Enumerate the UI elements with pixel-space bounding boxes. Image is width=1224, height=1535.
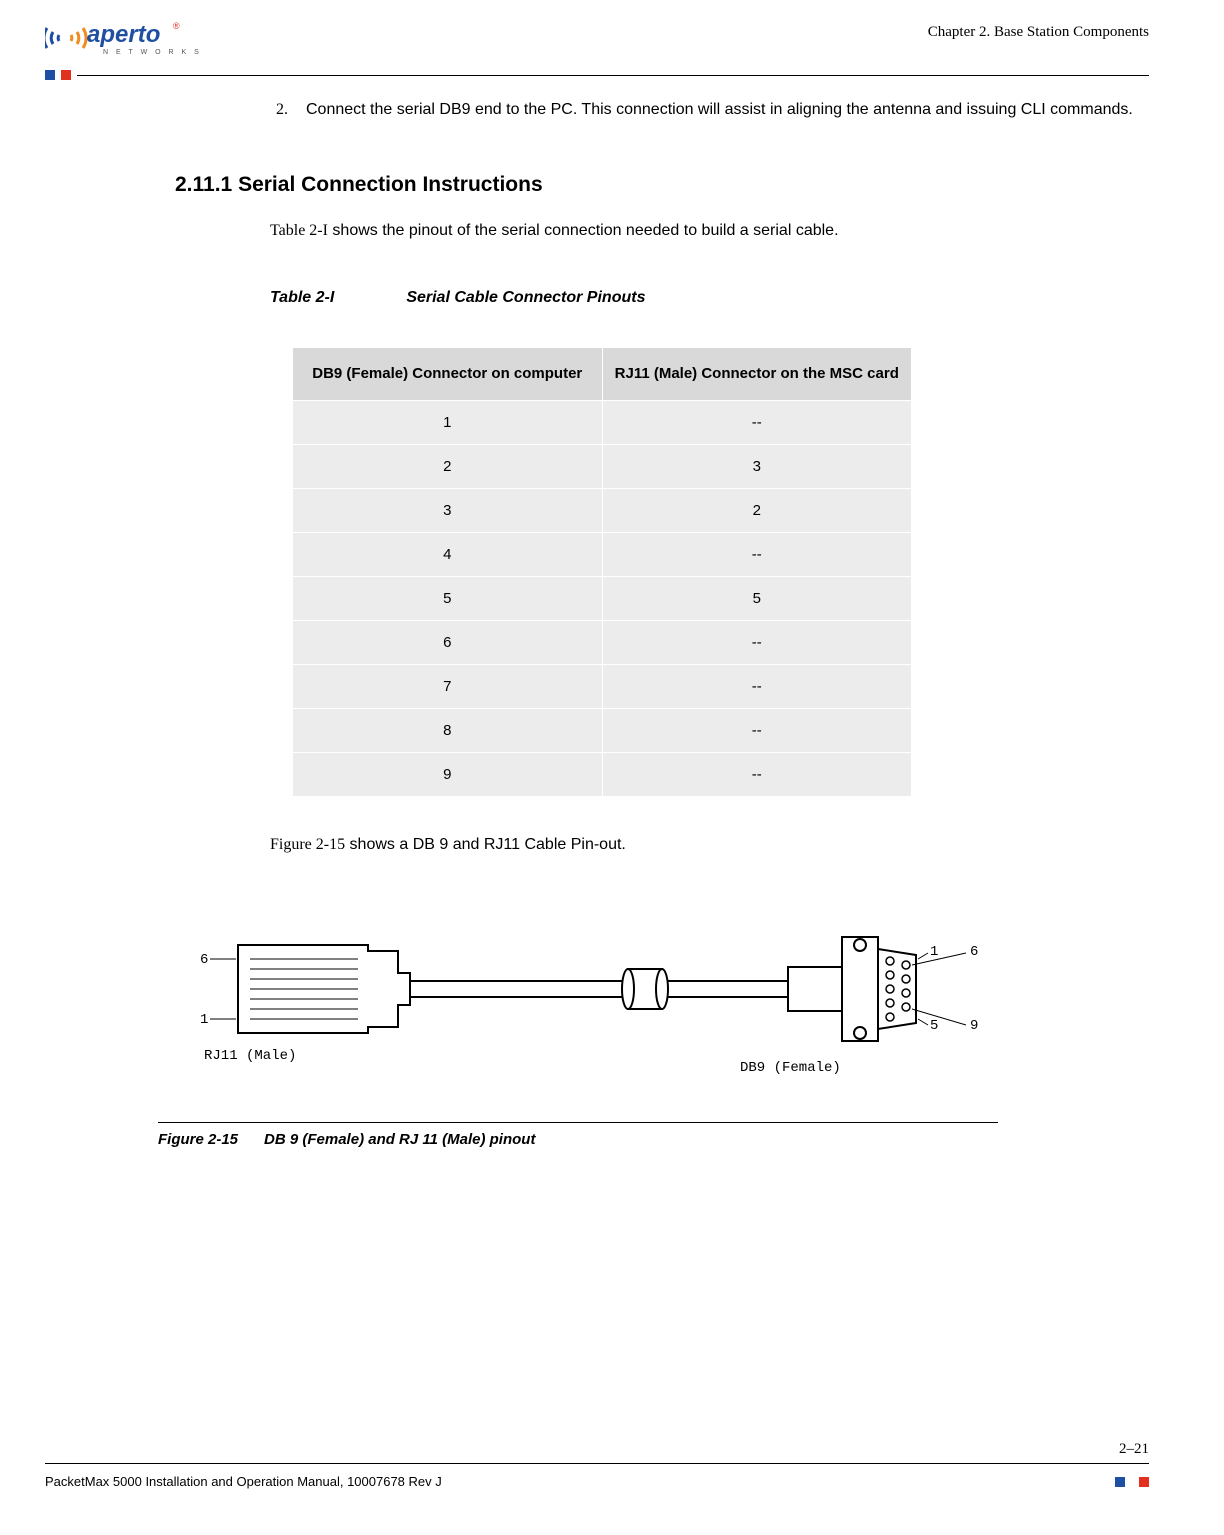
- logo: aperto ® N E T W O R K S: [45, 18, 225, 58]
- table-cell: 5: [293, 576, 603, 620]
- numbered-step: 2. Connect the serial DB9 end to the PC.…: [270, 98, 1149, 121]
- table-caption: Table 2-ISerial Cable Connector Pinouts: [270, 289, 1149, 307]
- table-cell: 4: [293, 532, 603, 576]
- figure-diagram: 6 1 RJ11 (Ma: [158, 913, 998, 1148]
- page-footer: 2–21 PacketMax 5000 Installation and Ope…: [45, 1463, 1149, 1489]
- table-cell: 7: [293, 664, 603, 708]
- db9-label: DB9 (Female): [740, 1060, 841, 1076]
- table-row: 7--: [293, 664, 912, 708]
- table-cell: --: [602, 708, 912, 752]
- pinout-table: DB9 (Female) Connector on computer RJ11 …: [292, 347, 912, 797]
- table-cell: --: [602, 620, 912, 664]
- table-row: 6--: [293, 620, 912, 664]
- header-rule: [45, 70, 1149, 80]
- table-row: 1--: [293, 400, 912, 444]
- table-row: 32: [293, 488, 912, 532]
- table-row: 8--: [293, 708, 912, 752]
- svg-text:N E T W O R K S: N E T W O R K S: [103, 49, 202, 56]
- table-cell: 2: [602, 488, 912, 532]
- table-cell: 3: [602, 444, 912, 488]
- table-cell: 9: [293, 752, 603, 796]
- table-row: 4--: [293, 532, 912, 576]
- footer-left: PacketMax 5000 Installation and Operatio…: [45, 1474, 442, 1489]
- figure-caption-rule: Figure 2-15DB 9 (Female) and RJ 11 (Male…: [158, 1122, 998, 1148]
- table-header-col2: RJ11 (Male) Connector on the MSC card: [602, 348, 912, 401]
- table-cell: --: [602, 664, 912, 708]
- table-row: 9--: [293, 752, 912, 796]
- section-intro: Table 2-I shows the pinout of the serial…: [270, 219, 1149, 243]
- accent-square-blue: [45, 70, 55, 80]
- footer-square-blue: [1115, 1477, 1125, 1487]
- svg-text:9: 9: [970, 1018, 978, 1034]
- rj11-label: RJ11 (Male): [204, 1048, 296, 1064]
- table-cell: 3: [293, 488, 603, 532]
- table-cell: --: [602, 532, 912, 576]
- table-row: 23: [293, 444, 912, 488]
- rj11-pin6-label: 6: [200, 952, 208, 968]
- table-cell: 1: [293, 400, 603, 444]
- svg-text:aperto: aperto: [87, 21, 160, 48]
- page-number: 2–21: [1119, 1441, 1149, 1458]
- figure-reference: Figure 2-15: [270, 836, 345, 853]
- figure-caption: Figure 2-15DB 9 (Female) and RJ 11 (Male…: [158, 1131, 998, 1148]
- table-cell: 5: [602, 576, 912, 620]
- table-cell: 2: [293, 444, 603, 488]
- table-row: 55: [293, 576, 912, 620]
- svg-text:6: 6: [970, 944, 978, 960]
- table-reference: Table 2-I: [270, 222, 328, 239]
- footer-square-red: [1139, 1477, 1149, 1487]
- table-cell: --: [602, 400, 912, 444]
- step-number: 2.: [270, 98, 288, 121]
- page-header: aperto ® N E T W O R K S Chapter 2. Base…: [45, 18, 1149, 64]
- svg-text:1: 1: [930, 944, 938, 960]
- figure-intro: Figure 2-15 shows a DB 9 and RJ11 Cable …: [270, 833, 1149, 857]
- table-cell: --: [602, 752, 912, 796]
- table-header-col1: DB9 (Female) Connector on computer: [293, 348, 603, 401]
- table-cell: 8: [293, 708, 603, 752]
- step-text: Connect the serial DB9 end to the PC. Th…: [306, 98, 1133, 121]
- svg-text:5: 5: [930, 1018, 938, 1034]
- table-cell: 6: [293, 620, 603, 664]
- accent-square-red: [61, 70, 71, 80]
- rj11-pin1-label: 1: [200, 1012, 208, 1028]
- svg-text:®: ®: [173, 21, 180, 31]
- chapter-label: Chapter 2. Base Station Components: [928, 18, 1149, 41]
- section-heading: 2.11.1 Serial Connection Instructions: [175, 173, 1149, 197]
